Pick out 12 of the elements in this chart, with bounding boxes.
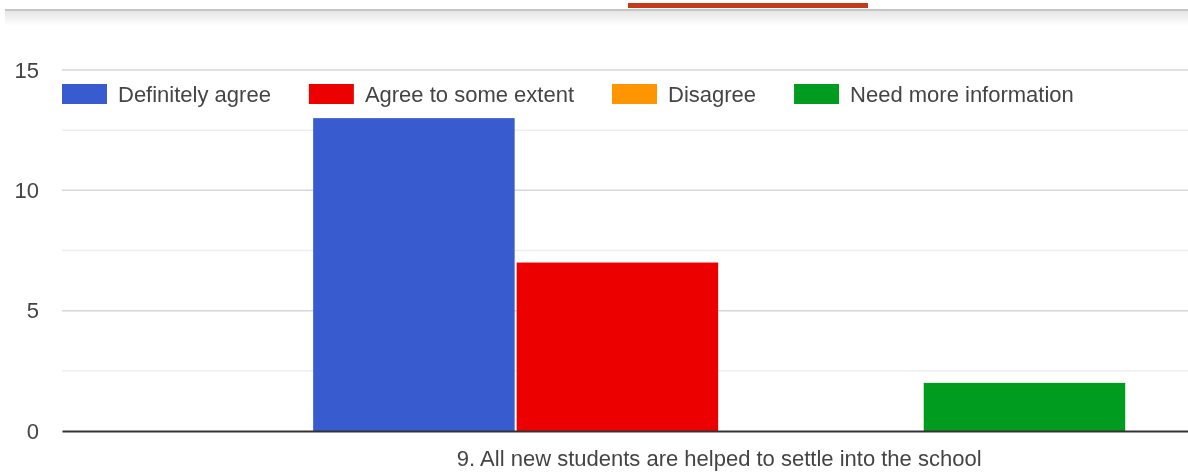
legend-label: Agree to some extent <box>364 81 574 107</box>
legend-label: Disagree <box>668 81 757 107</box>
y-tick-label: 15 <box>14 57 39 83</box>
x-tick-label: 9. All new students are helped to settle into the school <box>456 445 982 471</box>
legend-label: Need more information <box>850 81 1074 107</box>
y-tick-label: 5 <box>26 298 39 324</box>
bar <box>923 382 1126 431</box>
legend-label: Definitely agree <box>118 81 271 107</box>
bar <box>516 262 719 431</box>
y-tick-label: 10 <box>14 177 39 203</box>
bar <box>313 118 515 431</box>
y-tick-label: 0 <box>26 418 39 444</box>
